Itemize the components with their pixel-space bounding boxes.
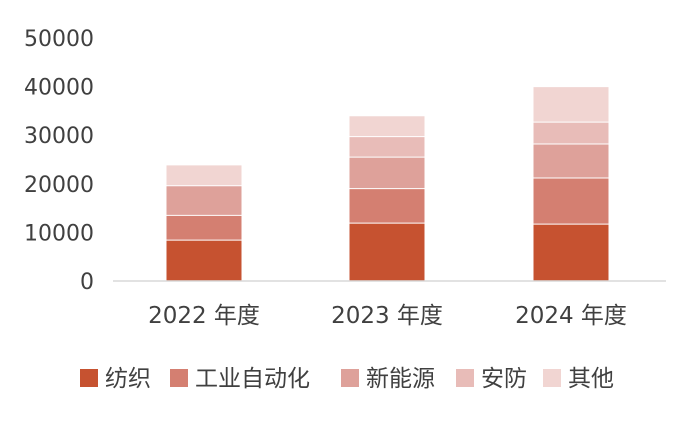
bars (166, 86, 609, 281)
y-tick-label: 30000 (24, 124, 94, 149)
x-tick-label: 2024 年度 (515, 303, 627, 329)
y-tick-label: 0 (80, 270, 94, 295)
bar-segment (349, 188, 425, 224)
legend-swatch (80, 369, 98, 387)
legend: 纺织 工业自动化 新能源 安防 其他 (80, 366, 614, 392)
legend-label: 安防 (481, 366, 527, 392)
bar-segment (533, 224, 609, 281)
bar-segment (349, 157, 425, 189)
y-tick-label: 20000 (24, 173, 94, 198)
legend-label: 新能源 (366, 366, 435, 392)
bar-segment (349, 136, 425, 158)
legend-swatch (543, 369, 561, 387)
bar-segment (533, 86, 609, 123)
legend-label: 工业自动化 (195, 366, 310, 392)
legend-label: 其他 (568, 366, 614, 392)
x-tick-label: 2022 年度 (148, 303, 260, 329)
x-axis-labels: 2022 年度 2023 年度 2024 年度 (148, 303, 627, 329)
x-tick-label: 2023 年度 (331, 303, 443, 329)
bar-segment (349, 115, 425, 137)
y-tick-label: 50000 (24, 27, 94, 52)
legend-swatch (341, 369, 359, 387)
bar-segment (533, 177, 609, 225)
bar-segment (349, 223, 425, 281)
bar-segment (533, 143, 609, 178)
legend-swatch (456, 369, 474, 387)
y-tick-label: 10000 (24, 221, 94, 246)
bar-segment (166, 240, 242, 281)
legend-label: 纺织 (105, 366, 151, 392)
bar-segment (166, 164, 242, 186)
bar-segment (166, 215, 242, 241)
y-axis: 0 10000 20000 30000 40000 50000 (24, 27, 94, 295)
bar-segment (166, 185, 242, 216)
y-tick-label: 40000 (24, 76, 94, 101)
bar-segment (533, 122, 609, 144)
legend-swatch (170, 369, 188, 387)
